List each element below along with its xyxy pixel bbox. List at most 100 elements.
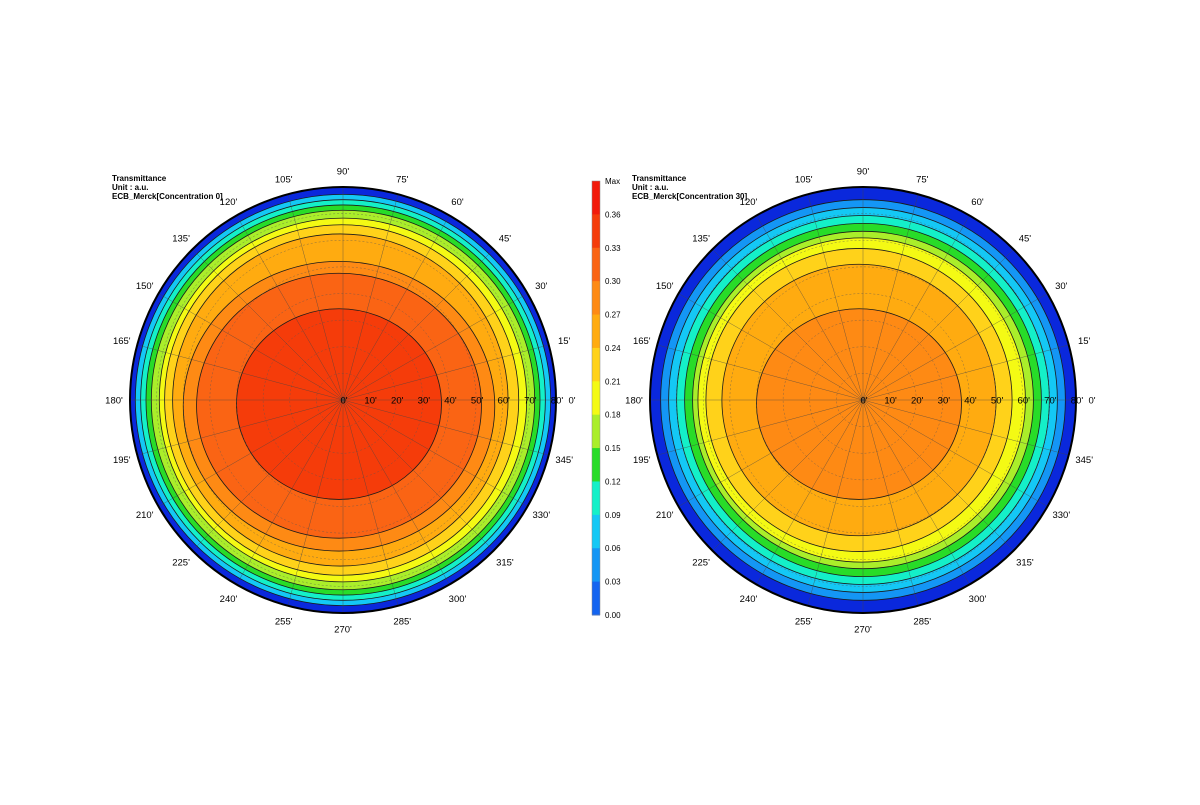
angular-grid-spoke [862, 293, 1048, 401]
angular-tick-label: 225' [172, 557, 190, 568]
colorbar-label: 0.12 [605, 477, 621, 486]
angular-grid-spoke [342, 194, 399, 401]
angular-tick-label: 270' [854, 625, 872, 636]
chart-header-line: Unit : a.u. [112, 183, 148, 192]
angular-tick-label: 90' [337, 167, 350, 178]
angular-grid-spoke [678, 399, 864, 507]
angular-grid-spoke [862, 399, 1014, 551]
angular-tick-label: 135' [692, 234, 710, 245]
angular-grid-spoke [192, 249, 344, 401]
colorbar-label: 0.15 [605, 444, 621, 453]
angular-tick-label: 225' [692, 557, 710, 568]
angular-grid-spoke [342, 293, 528, 401]
colorbar-label: 0.18 [605, 411, 621, 420]
angular-tick-label: 0' [568, 396, 575, 407]
angular-grid-spoke [342, 399, 450, 585]
colorbar-label: 0.06 [605, 544, 621, 553]
angular-tick-label: 45' [1019, 234, 1032, 245]
angular-tick-label: 285' [393, 617, 411, 628]
radial-tick-label: 10' [364, 396, 377, 407]
angular-grid-spoke [158, 293, 344, 401]
angular-grid-spoke [342, 399, 528, 507]
angular-tick-label: 105' [795, 174, 813, 185]
colorbar-swatch [592, 414, 600, 449]
angular-grid-spoke [192, 399, 344, 551]
angular-tick-label: 15' [558, 336, 571, 347]
radial-tick-label: 10' [884, 396, 897, 407]
radial-tick-label: 50' [471, 396, 484, 407]
polar-border [649, 186, 1077, 614]
angular-grid-spoke [807, 399, 864, 606]
angular-tick-label: 120' [740, 197, 758, 208]
angular-tick-label: 60' [451, 197, 464, 208]
angular-grid-spoke [137, 344, 344, 401]
radial-tick-label: 40' [964, 396, 977, 407]
angular-grid-spoke [807, 194, 864, 401]
angular-tick-label: 0' [1088, 396, 1095, 407]
colorbar-label: 0.30 [605, 277, 621, 286]
angular-tick-label: 255' [795, 617, 813, 628]
angular-grid-spoke [657, 399, 864, 456]
angular-tick-label: 330' [1052, 510, 1070, 521]
colorbar-swatch [592, 181, 600, 215]
colorbar-swatch [592, 381, 600, 416]
angular-grid-spoke [342, 344, 549, 401]
angular-grid-spoke [712, 249, 864, 401]
radial-tick-label: 70' [1044, 396, 1057, 407]
angular-tick-label: 345' [555, 455, 573, 466]
radial-tick-label: 0' [340, 396, 347, 407]
chart-header-line: Transmittance [112, 174, 167, 183]
colorbar-label: 0.09 [605, 511, 621, 520]
angular-tick-label: 240' [740, 594, 758, 605]
angular-grid-spoke [712, 399, 864, 551]
angular-grid-spoke [862, 249, 1014, 401]
colorbar-label: 0.03 [605, 578, 621, 587]
angular-grid-spoke [137, 399, 344, 456]
angular-grid-spoke [862, 399, 1048, 507]
radial-tick-label: 20' [391, 396, 404, 407]
angular-tick-label: 210' [136, 510, 154, 521]
angular-grid-spoke [342, 399, 494, 551]
colorbar-label: 0.00 [605, 611, 621, 620]
angular-tick-label: 75' [396, 174, 409, 185]
angular-tick-label: 255' [275, 617, 293, 628]
colorbar-swatch [592, 214, 600, 249]
colorbar-swatch [592, 247, 600, 282]
colorbar-swatch [592, 347, 600, 382]
colorbar-label: 0.36 [605, 210, 621, 219]
angular-tick-label: 30' [1055, 281, 1068, 292]
colorbar: Max 0.36 0.33 0.30 0.27 0.24 0.21 0.18 0.15 0.12 0… [591, 177, 621, 620]
colorbar-swatch [592, 548, 600, 583]
angular-tick-label: 300' [449, 594, 467, 605]
angular-grid-spoke [862, 399, 1069, 456]
angular-tick-label: 195' [113, 455, 131, 466]
polar-border [129, 186, 557, 614]
radial-tick-label: 30' [938, 396, 951, 407]
angular-tick-label: 315' [496, 557, 514, 568]
angular-grid-spoke [158, 399, 344, 507]
colorbar-swatch [592, 481, 600, 516]
colorbar-label: 0.27 [605, 311, 621, 320]
angular-tick-label: 210' [656, 510, 674, 521]
colorbar-swatch [592, 281, 600, 316]
angular-grid-spoke [287, 194, 344, 401]
angular-tick-label: 285' [913, 617, 931, 628]
colorbar-label: 0.24 [605, 344, 621, 353]
angular-grid-spoke [236, 399, 344, 585]
angular-tick-label: 90' [857, 167, 870, 178]
angular-tick-label: 345' [1075, 455, 1093, 466]
angular-grid-spoke [862, 399, 919, 606]
angular-tick-label: 180' [105, 396, 123, 407]
radial-tick-label: 70' [524, 396, 537, 407]
colorbar-swatch [592, 581, 600, 616]
angular-grid-spoke [756, 399, 864, 585]
angular-tick-label: 165' [113, 336, 131, 347]
colorbar-label: Max [605, 177, 620, 186]
angular-tick-label: 120' [220, 197, 238, 208]
chart-header-line: Transmittance [632, 174, 687, 183]
angular-grid-spoke [678, 293, 864, 401]
angular-tick-label: 270' [334, 625, 352, 636]
angular-grid-spoke [862, 194, 919, 401]
angular-grid-spoke [657, 344, 864, 401]
radial-tick-label: 40' [444, 396, 457, 407]
